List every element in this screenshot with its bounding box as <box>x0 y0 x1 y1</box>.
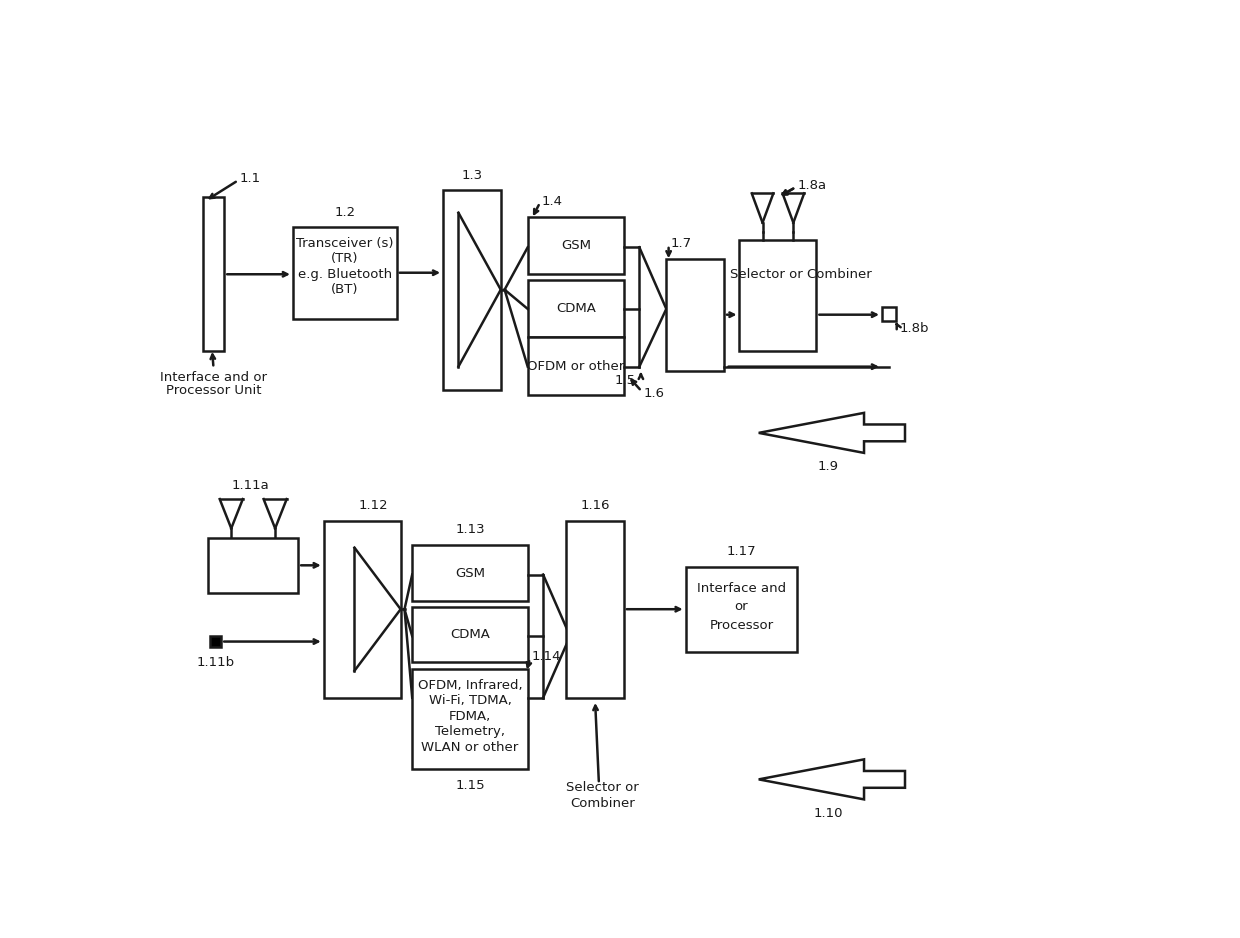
Text: 1.11a: 1.11a <box>232 478 269 492</box>
Text: Processor: Processor <box>709 619 774 632</box>
Bar <box>203 197 224 351</box>
Bar <box>208 537 299 593</box>
Text: Wi-Fi, TDMA,: Wi-Fi, TDMA, <box>429 694 511 707</box>
Text: e.g. Bluetooth: e.g. Bluetooth <box>298 267 392 280</box>
Text: Selector or Combiner: Selector or Combiner <box>730 267 872 280</box>
Text: Combiner: Combiner <box>570 796 635 809</box>
Text: CDMA: CDMA <box>450 628 490 641</box>
Bar <box>739 239 816 351</box>
Bar <box>567 521 624 698</box>
Text: 1.10: 1.10 <box>813 807 843 820</box>
Text: 1.5: 1.5 <box>614 374 635 387</box>
Text: 1.9: 1.9 <box>817 461 838 474</box>
Text: (BT): (BT) <box>331 283 358 296</box>
Text: Interface and: Interface and <box>697 582 786 595</box>
Text: 1.13: 1.13 <box>455 523 485 537</box>
Bar <box>443 189 501 390</box>
Text: CDMA: CDMA <box>556 302 595 315</box>
Text: 1.3: 1.3 <box>461 169 482 182</box>
Bar <box>412 669 528 768</box>
Polygon shape <box>759 760 905 799</box>
Bar <box>293 226 397 319</box>
Bar <box>666 259 724 371</box>
Bar <box>412 607 528 662</box>
Bar <box>211 636 221 647</box>
Text: (TR): (TR) <box>331 252 358 265</box>
Text: 1.16: 1.16 <box>580 499 610 512</box>
Text: 1.1: 1.1 <box>239 172 260 185</box>
Text: 1.4: 1.4 <box>542 194 563 207</box>
Text: Interface and or: Interface and or <box>160 371 267 384</box>
Text: 1.14: 1.14 <box>532 650 560 663</box>
Text: Processor Unit: Processor Unit <box>166 384 262 397</box>
Bar <box>528 217 624 274</box>
Text: WLAN or other: WLAN or other <box>422 740 518 753</box>
Text: Transceiver (s): Transceiver (s) <box>296 237 393 250</box>
Text: 1.15: 1.15 <box>455 779 485 792</box>
Text: 1.6: 1.6 <box>644 387 665 401</box>
Text: 1.11b: 1.11b <box>197 656 234 669</box>
Text: 1.8b: 1.8b <box>899 322 929 335</box>
Text: OFDM or other: OFDM or other <box>527 360 625 372</box>
Bar <box>882 307 895 321</box>
Bar <box>528 280 624 338</box>
Text: 1.7: 1.7 <box>670 237 691 250</box>
Text: 1.17: 1.17 <box>727 545 756 558</box>
Text: OFDM, Infrared,: OFDM, Infrared, <box>418 679 522 692</box>
Text: GSM: GSM <box>560 239 590 252</box>
Polygon shape <box>759 413 905 453</box>
Text: or: or <box>734 600 748 613</box>
Bar <box>528 338 624 395</box>
Bar <box>324 521 401 698</box>
Bar <box>686 567 797 652</box>
Text: 1.12: 1.12 <box>358 499 388 512</box>
Text: 1.8a: 1.8a <box>797 179 826 192</box>
Text: Selector or: Selector or <box>567 781 639 794</box>
Text: Telemetry,: Telemetry, <box>435 725 505 738</box>
Text: FDMA,: FDMA, <box>449 710 491 723</box>
Text: GSM: GSM <box>455 567 485 580</box>
Text: 1.2: 1.2 <box>335 206 356 219</box>
Bar <box>412 545 528 600</box>
